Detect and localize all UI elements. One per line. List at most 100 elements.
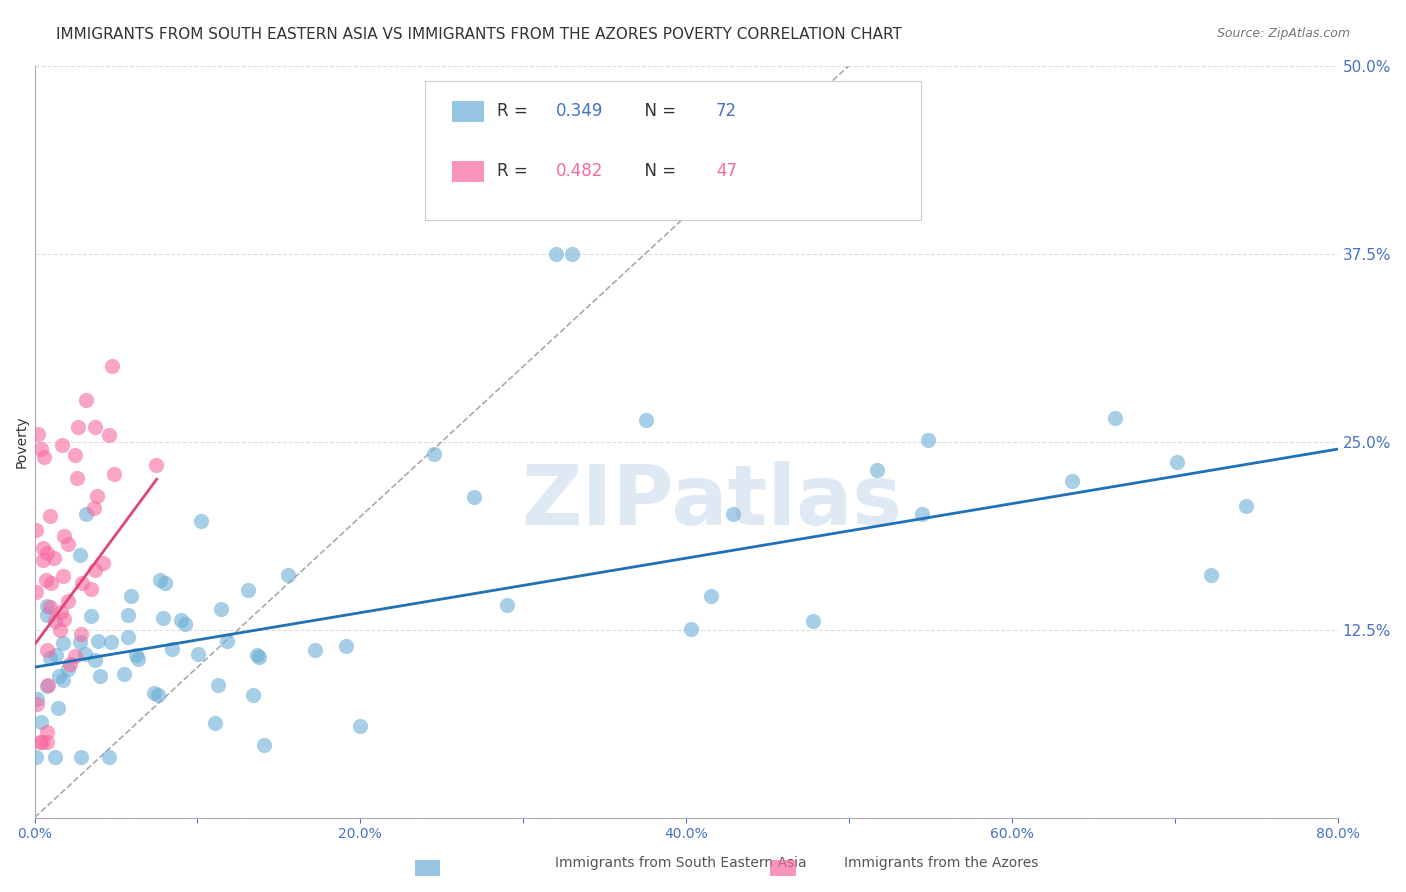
- Point: [72, 575, 94, 590]
- Point: [146, 688, 169, 702]
- Point: [83, 500, 105, 515]
- Point: [100, 635, 122, 649]
- Text: 47: 47: [716, 161, 737, 180]
- Point: [83, 563, 105, 577]
- Point: [56, 537, 79, 551]
- Point: [86, 633, 108, 648]
- Point: [25, 750, 48, 764]
- Point: [69, 635, 91, 649]
- Point: [120, 590, 142, 604]
- Point: [207, 678, 229, 692]
- Point: [495, 598, 517, 612]
- Text: R =: R =: [498, 161, 533, 180]
- Point: [31, 553, 53, 567]
- Point: [117, 607, 139, 622]
- Point: [42, 550, 65, 565]
- Point: [37, 643, 59, 657]
- Point: [101, 359, 124, 374]
- Point: [73, 647, 96, 661]
- Point: [37, 678, 59, 692]
- Y-axis label: Poverty: Poverty: [15, 416, 30, 468]
- Point: [38, 599, 60, 614]
- Point: [84, 653, 107, 667]
- Text: Immigrants from South Eastern Asia: Immigrants from South Eastern Asia: [555, 855, 807, 870]
- Text: ZIPatlas: ZIPatlas: [522, 461, 903, 542]
- Point: [35, 599, 58, 613]
- Point: [114, 667, 136, 681]
- Point: [48, 669, 70, 683]
- Point: [67, 420, 90, 434]
- Point: [32, 541, 55, 556]
- Point: [187, 647, 209, 661]
- Point: [1060, 474, 1083, 488]
- Point: [127, 652, 149, 666]
- Point: [28, 735, 51, 749]
- Point: [544, 246, 567, 260]
- Point: [44, 750, 66, 764]
- Point: [174, 616, 197, 631]
- Point: [917, 433, 939, 447]
- Point: [31, 735, 53, 749]
- Point: [636, 413, 658, 427]
- Point: [98, 428, 121, 442]
- Text: Source: ZipAtlas.com: Source: ZipAtlas.com: [1216, 27, 1350, 40]
- Point: [75, 508, 97, 522]
- Point: [34, 573, 56, 587]
- Point: [39, 650, 62, 665]
- Text: 0.349: 0.349: [555, 102, 603, 120]
- Point: [155, 576, 177, 591]
- Point: [169, 613, 191, 627]
- Point: [35, 546, 58, 560]
- Point: [35, 608, 58, 623]
- Point: [51, 438, 73, 452]
- Point: [51, 605, 73, 619]
- Point: [70, 750, 93, 764]
- Text: IMMIGRANTS FROM SOUTH EASTERN ASIA VS IMMIGRANTS FROM THE AZORES POVERTY CORRELA: IMMIGRANTS FROM SOUTH EASTERN ASIA VS IM…: [56, 27, 903, 42]
- Point: [45, 648, 67, 663]
- Point: [149, 574, 172, 588]
- Point: [242, 688, 264, 702]
- Point: [117, 630, 139, 644]
- Point: [277, 568, 299, 582]
- Point: [253, 738, 276, 752]
- Point: [35, 725, 58, 739]
- Point: [48, 624, 70, 638]
- Point: [52, 612, 75, 626]
- Point: [152, 611, 174, 625]
- Text: Immigrants from the Azores: Immigrants from the Azores: [844, 855, 1038, 870]
- Point: [66, 471, 89, 485]
- Point: [160, 641, 183, 656]
- Point: [30, 714, 52, 729]
- Point: [561, 246, 583, 260]
- Point: [721, 507, 744, 521]
- Point: [52, 673, 75, 688]
- Point: [349, 719, 371, 733]
- Point: [125, 648, 148, 662]
- Text: 72: 72: [716, 102, 737, 120]
- Point: [700, 590, 723, 604]
- Point: [27, 691, 49, 706]
- Point: [246, 648, 269, 663]
- Point: [63, 649, 86, 664]
- Point: [80, 582, 103, 596]
- Point: [803, 614, 825, 628]
- Point: [44, 615, 66, 629]
- Point: [25, 584, 48, 599]
- FancyBboxPatch shape: [426, 80, 921, 219]
- Point: [1166, 455, 1188, 469]
- Point: [1234, 499, 1257, 513]
- Point: [204, 716, 226, 731]
- FancyBboxPatch shape: [451, 161, 484, 182]
- Point: [80, 608, 103, 623]
- Point: [190, 514, 212, 528]
- Point: [93, 556, 115, 570]
- Point: [423, 447, 446, 461]
- Point: [236, 582, 259, 597]
- Point: [27, 698, 49, 712]
- Point: [59, 657, 82, 672]
- Text: N =: N =: [634, 102, 682, 120]
- Text: N =: N =: [634, 161, 682, 180]
- Point: [53, 528, 76, 542]
- Point: [30, 442, 52, 456]
- Point: [46, 701, 69, 715]
